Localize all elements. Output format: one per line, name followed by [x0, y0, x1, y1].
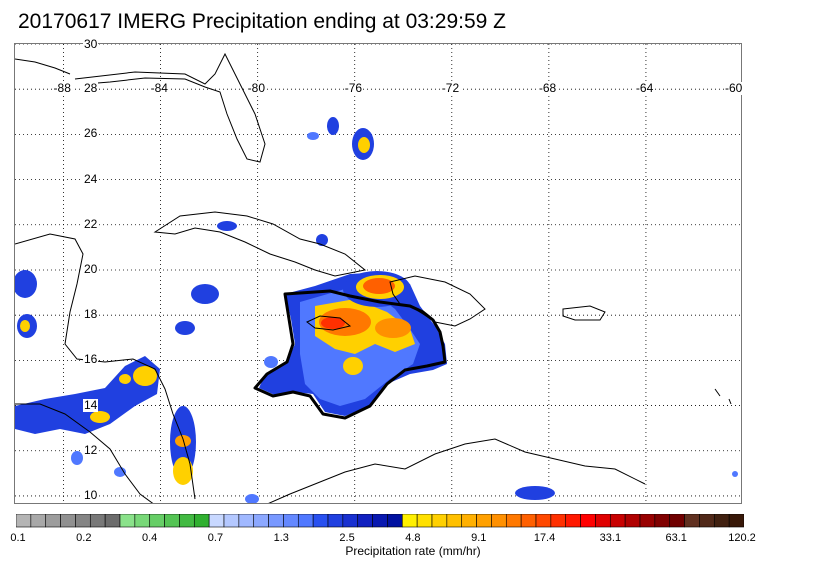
colorbar-swatch — [342, 514, 359, 528]
colorbar-swatch — [327, 514, 344, 528]
colorbar-swatch — [312, 514, 329, 528]
lat-tick-label: 20 — [83, 261, 99, 276]
colorbar-swatch — [89, 514, 106, 528]
lon-tick-label: -72 — [440, 81, 461, 96]
colorbar-swatch — [431, 514, 448, 528]
colorbar-swatch — [505, 514, 522, 528]
lat-tick-label: 10 — [83, 487, 99, 502]
colorbar-swatch — [253, 514, 269, 528]
colorbar-swatch — [416, 514, 433, 528]
lat-tick-label: 26 — [83, 126, 99, 141]
colorbar-swatch — [669, 514, 685, 528]
lat-tick-label: 22 — [83, 216, 99, 231]
domain-outline — [253, 289, 447, 420]
lon-tick-label: -68 — [537, 81, 558, 96]
lon-tick-label: -80 — [246, 81, 266, 96]
lon-tick-label: -60 — [724, 81, 744, 96]
colorbar-swatch — [372, 514, 388, 528]
colorbar-label: 0.2 — [76, 532, 92, 544]
colorbar-swatch — [535, 514, 552, 528]
colorbar-swatch — [520, 514, 537, 528]
colorbar-label: 63.1 — [665, 532, 687, 544]
lat-tick-label: 28 — [83, 81, 99, 96]
colorbar-swatch — [164, 514, 180, 528]
colorbar-label: 17.4 — [533, 532, 556, 544]
colorbar-swatch — [699, 514, 715, 528]
colorbar-swatch — [149, 514, 165, 528]
colorbar-swatch — [639, 514, 656, 528]
coastlines — [15, 52, 732, 503]
lat-tick-label: 12 — [83, 442, 99, 457]
lat-tick-label: 14 — [83, 397, 99, 412]
colorbar-swatch — [491, 514, 507, 528]
colorbar-swatch — [580, 514, 596, 528]
colorbar-swatch — [684, 514, 700, 528]
colorbar-label: 0.1 — [10, 532, 26, 544]
colorbar-label: 4.8 — [405, 532, 421, 544]
precipitation-map — [14, 43, 742, 504]
colorbar-label: 120.2 — [728, 532, 756, 544]
colorbar-label: 9.1 — [471, 532, 487, 544]
colorbar-label: 1.3 — [273, 532, 289, 544]
colorbar-swatch — [179, 514, 195, 528]
colorbar-swatch — [208, 514, 225, 528]
colorbar-swatch — [16, 514, 32, 528]
colorbar-swatch — [387, 514, 403, 528]
colorbar-swatch — [461, 514, 477, 528]
precip-blobs — [15, 117, 738, 503]
colorbar-label: 2.5 — [339, 532, 355, 544]
colorbar-label: 0.7 — [207, 532, 224, 544]
colorbar-swatch — [45, 514, 61, 528]
lon-tick-label: -84 — [149, 81, 169, 96]
lon-tick-label: -64 — [634, 81, 655, 96]
map-canvas — [15, 44, 741, 503]
colorbar-swatch — [297, 514, 314, 528]
colorbar-label: 0.4 — [141, 532, 158, 544]
colorbar-swatch — [223, 514, 240, 528]
colorbar-swatch — [624, 514, 641, 528]
colorbar-swatch — [728, 514, 744, 528]
colorbar-swatch — [119, 514, 136, 528]
lat-tick-label: 24 — [83, 171, 99, 186]
map-title: 20170617 IMERG Precipitation ending at 0… — [18, 10, 506, 33]
colorbar-swatch — [609, 514, 626, 528]
lat-tick-label: 16 — [83, 352, 99, 367]
colorbar-label: 33.1 — [599, 532, 622, 544]
colorbar-swatch — [595, 514, 611, 528]
colorbar-swatch — [476, 514, 492, 528]
colorbar-swatch — [446, 514, 463, 528]
colorbar-swatch — [30, 514, 47, 528]
colorbar-swatch — [401, 514, 418, 528]
colorbar-swatch — [60, 514, 76, 528]
colorbar-swatch — [565, 514, 581, 528]
colorbar-swatch — [283, 514, 299, 528]
colorbar-swatch — [104, 514, 121, 528]
lon-tick-label: -88 — [52, 81, 72, 96]
colorbar-swatch — [654, 514, 671, 528]
colorbar-swatch — [357, 514, 373, 528]
colorbar-swatch — [75, 514, 91, 528]
colorbar-swatch — [238, 514, 255, 528]
colorbar-swatch — [268, 514, 284, 528]
colorbar-swatch — [550, 514, 567, 528]
colorbar — [16, 514, 744, 528]
lat-tick-label: 30 — [83, 37, 99, 51]
colorbar-swatch — [713, 514, 730, 528]
lon-tick-label: -76 — [343, 81, 364, 96]
lat-tick-label: 18 — [83, 307, 99, 322]
colorbar-swatch — [134, 514, 151, 528]
colorbar-title: Precipitation rate (mm/hr) — [345, 544, 481, 558]
colorbar-swatch — [193, 514, 210, 528]
